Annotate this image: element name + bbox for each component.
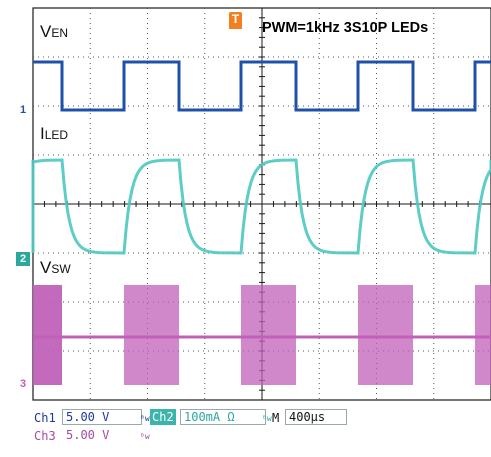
ch3-bw-limit-icon: ᴮw xyxy=(140,432,150,441)
ven-waveform xyxy=(33,60,491,112)
title-text: PWM=1kHz 3S10P LEDs xyxy=(262,20,429,36)
waveforms xyxy=(31,60,491,385)
ch2-ground-marker[interactable]: 2 xyxy=(16,252,30,266)
ch1-scale-value: 5.00 V xyxy=(66,410,110,424)
ch2-bw-limit-icon: ᴮw xyxy=(262,414,272,423)
ch1-status-label: Ch1 xyxy=(34,411,56,425)
bw-limit-icon: ᴮw xyxy=(140,414,150,423)
ch3-scale-box[interactable]: 5.00 V xyxy=(62,427,142,443)
trigger-position-marker[interactable]: T xyxy=(229,12,242,29)
ch2-status-label: Ch2 xyxy=(150,409,176,425)
timebase-value: 400µs xyxy=(289,410,326,424)
vsw-switching-burst xyxy=(33,285,62,385)
timebase-box[interactable]: 400µs xyxy=(285,409,347,425)
vsw-switching-burst xyxy=(475,285,491,385)
ch2-scale-box[interactable]: 100mA Ω xyxy=(180,409,266,425)
ch3-status-label: Ch3 xyxy=(34,429,56,443)
vsw-switching-burst xyxy=(124,285,179,385)
ch1-ground-marker[interactable]: 1 xyxy=(19,104,27,116)
timebase-label: M xyxy=(272,411,280,425)
ch3-scale-value: 5.00 V xyxy=(66,428,110,442)
iled-label: ILED xyxy=(40,124,69,143)
vsw-switching-burst xyxy=(241,285,296,385)
ch1-scale-box[interactable]: 5.00 V xyxy=(62,409,142,425)
vsw-switching-burst xyxy=(358,285,413,385)
iled-waveform xyxy=(31,158,491,255)
graticule-grid xyxy=(32,7,491,401)
ch3-ground-marker[interactable]: 3 xyxy=(19,378,27,390)
ven-label: VEN xyxy=(40,22,69,41)
vsw-label: VSW xyxy=(40,258,71,277)
ch2-scale-value: 100mA Ω xyxy=(184,410,235,424)
